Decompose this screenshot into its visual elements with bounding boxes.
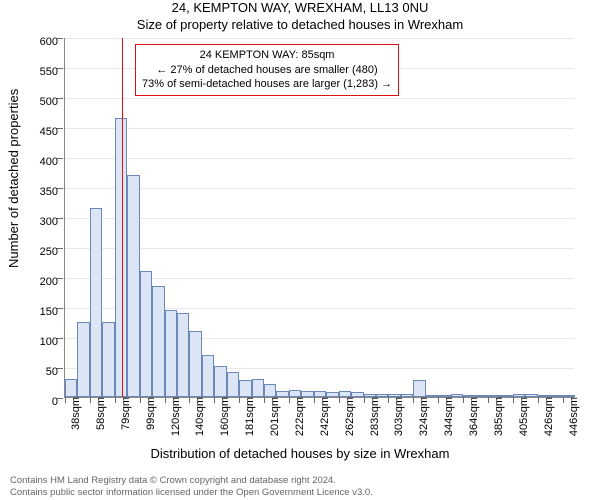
x-tick — [214, 397, 215, 403]
y-tick-label: 400 — [18, 156, 58, 168]
histogram-bar — [65, 379, 77, 397]
x-tick — [189, 397, 190, 403]
histogram-bar — [214, 366, 226, 397]
annotation-box: 24 KEMPTON WAY: 85sqm ← 27% of detached … — [135, 44, 399, 97]
y-tick-label: 600 — [18, 36, 58, 48]
x-tick-label: 201sqm — [267, 397, 281, 436]
x-tick-label: 446sqm — [566, 397, 580, 436]
y-tick-label: 450 — [18, 126, 58, 138]
x-tick — [90, 397, 91, 403]
y-tick-label: 0 — [18, 396, 58, 408]
x-tick-label: 385sqm — [491, 397, 505, 436]
x-tick-label: 181sqm — [242, 397, 256, 436]
x-tick — [438, 397, 439, 403]
x-tick — [115, 397, 116, 403]
x-tick-label: 426sqm — [541, 397, 555, 436]
x-tick — [388, 397, 389, 403]
histogram-bar — [239, 380, 251, 397]
histogram-bar — [152, 286, 164, 397]
histogram-bar — [339, 391, 351, 397]
footer: Contains HM Land Registry data © Crown c… — [10, 475, 590, 499]
histogram-bar — [189, 331, 201, 397]
x-tick — [413, 397, 414, 403]
x-tick-label: 58sqm — [93, 397, 107, 430]
x-tick-label: 283sqm — [367, 397, 381, 436]
x-tick — [314, 397, 315, 403]
x-tick-label: 262sqm — [342, 397, 356, 436]
gridline — [65, 98, 574, 99]
gridline — [65, 248, 574, 249]
histogram-bar — [90, 208, 102, 397]
x-tick-label: 344sqm — [441, 397, 455, 436]
y-tick-label: 50 — [18, 366, 58, 378]
y-tick-label: 350 — [18, 186, 58, 198]
x-tick-label: 140sqm — [192, 397, 206, 436]
histogram-bar — [77, 322, 89, 397]
histogram-bar — [165, 310, 177, 397]
annotation-line1: 24 KEMPTON WAY: 85sqm — [142, 48, 392, 63]
gridline — [65, 188, 574, 189]
histogram-bar — [413, 380, 425, 397]
gridline — [65, 128, 574, 129]
histogram-bar — [140, 271, 152, 397]
y-axis-label: Number of detached properties — [6, 89, 21, 268]
annotation-line3: 73% of semi-detached houses are larger (… — [142, 77, 392, 92]
histogram-bar — [127, 175, 139, 397]
footer-line1: Contains HM Land Registry data © Crown c… — [10, 475, 590, 487]
x-tick — [239, 397, 240, 403]
x-tick-label: 303sqm — [391, 397, 405, 436]
y-tick-label: 300 — [18, 216, 58, 228]
x-tick-label: 324sqm — [416, 397, 430, 436]
histogram-bar — [314, 391, 326, 397]
x-tick-label: 242sqm — [317, 397, 331, 436]
histogram-bar — [115, 118, 127, 397]
histogram-bar — [177, 313, 189, 397]
reference-line — [122, 38, 123, 397]
histogram-plot: 38sqm58sqm79sqm99sqm120sqm140sqm160sqm18… — [64, 38, 574, 398]
x-tick — [513, 397, 514, 403]
x-tick — [463, 397, 464, 403]
histogram-bar — [102, 322, 114, 397]
x-tick — [65, 397, 66, 403]
x-tick-label: 405sqm — [516, 397, 530, 436]
x-tick-label: 38sqm — [68, 397, 82, 430]
annotation-line2: ← 27% of detached houses are smaller (48… — [142, 63, 392, 78]
x-tick-label: 222sqm — [292, 397, 306, 436]
y-tick-label: 250 — [18, 246, 58, 258]
footer-line2: Contains public sector information licen… — [10, 487, 590, 499]
histogram-bar — [289, 390, 301, 397]
x-tick — [563, 397, 564, 403]
y-tick-label: 100 — [18, 336, 58, 348]
histogram-bar — [276, 391, 288, 397]
gridline — [65, 38, 574, 39]
histogram-bar — [264, 384, 276, 397]
gridline — [65, 218, 574, 219]
histogram-bar — [227, 372, 239, 397]
x-tick — [140, 397, 141, 403]
x-tick — [364, 397, 365, 403]
x-tick — [538, 397, 539, 403]
y-tick-label: 500 — [18, 96, 58, 108]
x-axis-label: Distribution of detached houses by size … — [0, 446, 600, 461]
x-tick-label: 79sqm — [118, 397, 132, 430]
page-title-line1: 24, KEMPTON WAY, WREXHAM, LL13 0NU — [0, 0, 600, 17]
x-tick — [339, 397, 340, 403]
histogram-bar — [252, 379, 264, 397]
x-tick-label: 99sqm — [143, 397, 157, 430]
x-tick — [488, 397, 489, 403]
gridline — [65, 158, 574, 159]
y-tick-label: 200 — [18, 276, 58, 288]
x-tick-label: 160sqm — [217, 397, 231, 436]
histogram-bar — [301, 391, 313, 397]
x-tick — [289, 397, 290, 403]
y-tick-label: 550 — [18, 66, 58, 78]
page-title-line2: Size of property relative to detached ho… — [0, 17, 600, 34]
y-tick-label: 150 — [18, 306, 58, 318]
histogram-bar — [202, 355, 214, 397]
x-tick — [165, 397, 166, 403]
x-tick — [264, 397, 265, 403]
x-tick-label: 120sqm — [168, 397, 182, 436]
x-tick-label: 364sqm — [466, 397, 480, 436]
